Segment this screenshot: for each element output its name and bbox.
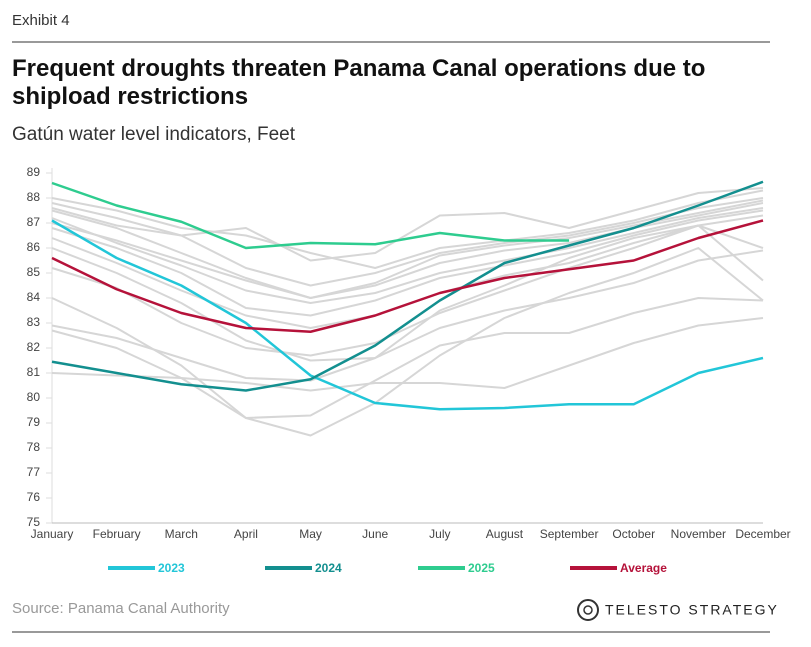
history-line [51,297,764,419]
series-line [51,219,764,333]
history-line [51,202,764,299]
y-tick-label: 89 [27,165,41,179]
series-line [51,181,570,250]
y-tick-label: 86 [27,240,41,254]
history-line [51,224,764,357]
y-tick-label: 88 [27,190,41,204]
x-tick-label: December [735,527,790,541]
brand: TELESTO STRATEGY [605,602,779,618]
x-tick-label: August [486,527,524,541]
x-tick-label: September [540,527,599,541]
chart-title: Frequent droughts threaten Panama Canal … [12,55,705,110]
x-tick-label: March [165,527,198,541]
y-tick-label: 79 [27,415,41,429]
y-tick-label: 82 [27,340,41,354]
y-tick-label: 84 [27,290,41,304]
x-tick-label: February [93,527,141,541]
x-tick-label: June [362,527,388,541]
y-tick-label: 78 [27,440,41,454]
y-tick-label: 85 [27,265,41,279]
legend-label: 2023 [158,561,185,575]
legend-label: 2024 [315,561,342,575]
y-tick-label: 87 [27,215,41,229]
x-tick-label: January [31,527,74,541]
y-tick-label: 77 [27,465,41,479]
history-line [51,247,764,437]
y-tick-label: 80 [27,390,41,404]
x-tick-label: October [612,527,655,541]
legend-label: Average [620,561,667,575]
series-line [51,180,764,392]
y-tick-label: 81 [27,365,41,379]
source: Source: Panama Canal Authority [12,600,230,617]
history-line [51,189,764,269]
x-tick-label: November [671,527,726,541]
history-line [51,209,764,317]
logo-icon [577,599,599,621]
history-line [51,187,764,262]
series-line [51,219,764,411]
history-line [51,249,764,382]
chart-subtitle: Gatún water level indicators, Feet [12,124,296,145]
exhibit: Exhibit 4 [12,12,70,29]
y-tick-label: 75 [27,515,41,529]
x-tick-label: May [299,527,322,541]
legend-label: 2025 [468,561,495,575]
y-tick-label: 83 [27,315,41,329]
history-line [51,224,764,362]
history-line [51,207,764,304]
x-tick-label: July [429,527,450,541]
y-tick-label: 76 [27,490,41,504]
history-line [51,197,764,287]
x-tick-label: April [234,527,258,541]
history-line [51,317,764,392]
